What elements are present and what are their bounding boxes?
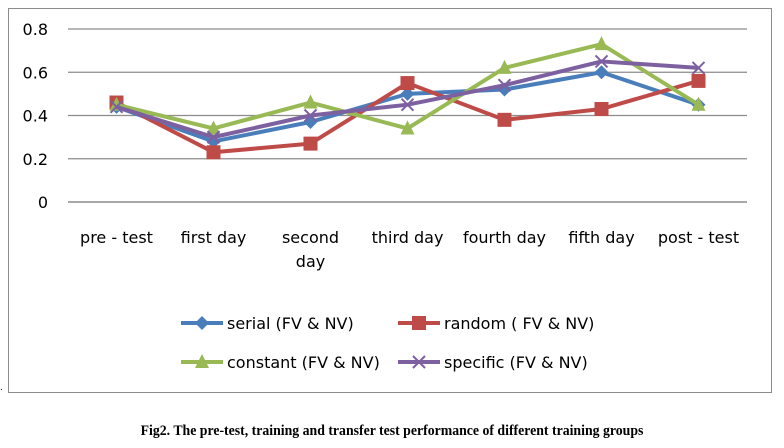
x-tick-label: third day bbox=[372, 228, 444, 247]
y-tick-label: 0.6 bbox=[23, 63, 48, 82]
y-axis-ticks: 0 0.2 0.4 0.6 0.8 bbox=[23, 20, 48, 212]
legend-item: random ( FV & NV) bbox=[398, 314, 594, 333]
data-point-x bbox=[412, 355, 426, 369]
legend-label: specific (FV & NV) bbox=[444, 353, 588, 372]
data-point-square bbox=[594, 102, 609, 117]
data-point-triangle bbox=[691, 96, 706, 111]
series-3 bbox=[109, 54, 706, 144]
legend-item: constant (FV & NV) bbox=[181, 353, 380, 372]
data-point-triangle bbox=[206, 120, 221, 135]
gridlines bbox=[68, 28, 747, 203]
data-point-square bbox=[497, 112, 512, 127]
data-point-x bbox=[400, 97, 415, 112]
data-point-x bbox=[303, 108, 318, 123]
legend-item: specific (FV & NV) bbox=[398, 353, 588, 372]
x-tick-label: fourth day bbox=[463, 228, 546, 247]
data-point-square bbox=[412, 316, 426, 330]
data-point-x bbox=[594, 54, 609, 69]
data-point-square bbox=[691, 73, 706, 88]
x-tick-label: pre - test bbox=[80, 228, 153, 247]
legend-label: random ( FV & NV) bbox=[444, 314, 594, 333]
series-1 bbox=[109, 73, 706, 160]
y-tick-label: 0.2 bbox=[23, 150, 48, 169]
data-point-triangle bbox=[195, 354, 209, 368]
figure-caption: Fig2. The pre-test, training and transfe… bbox=[140, 423, 644, 439]
y-tick-label: 0.8 bbox=[23, 20, 48, 39]
data-point-diamond bbox=[195, 316, 209, 330]
series-group bbox=[109, 36, 706, 160]
y-tick-label: 0 bbox=[38, 193, 48, 212]
data-point-x bbox=[691, 61, 706, 75]
data-point-x bbox=[206, 130, 221, 144]
data-point-triangle bbox=[497, 59, 512, 74]
x-tick-label: fifth day bbox=[568, 228, 634, 247]
legend-label: serial (FV & NV) bbox=[227, 314, 354, 333]
x-tick-label: post - test bbox=[658, 228, 739, 247]
stray-period: . bbox=[0, 382, 3, 393]
data-point-square bbox=[400, 76, 415, 91]
legend: serial (FV & NV) random ( FV & NV) constan… bbox=[181, 314, 594, 372]
data-point-x bbox=[109, 100, 124, 114]
data-point-x bbox=[497, 78, 512, 92]
x-axis-ticks: pre - test first day second day third day fou… bbox=[80, 228, 739, 271]
data-point-square bbox=[206, 145, 221, 160]
data-point-triangle bbox=[594, 36, 609, 51]
data-point-diamond bbox=[400, 86, 415, 101]
data-point-triangle bbox=[303, 94, 318, 109]
legend-item: serial (FV & NV) bbox=[181, 314, 354, 333]
legend-label: constant (FV & NV) bbox=[227, 353, 380, 372]
y-tick-label: 0.4 bbox=[23, 107, 48, 126]
x-tick-label: day bbox=[296, 252, 325, 271]
data-point-square bbox=[303, 136, 318, 151]
x-tick-label: second bbox=[282, 228, 339, 247]
x-tick-label: first day bbox=[181, 228, 247, 247]
data-point-triangle bbox=[400, 120, 415, 135]
data-point-diamond bbox=[594, 65, 609, 80]
series-2 bbox=[109, 36, 706, 135]
